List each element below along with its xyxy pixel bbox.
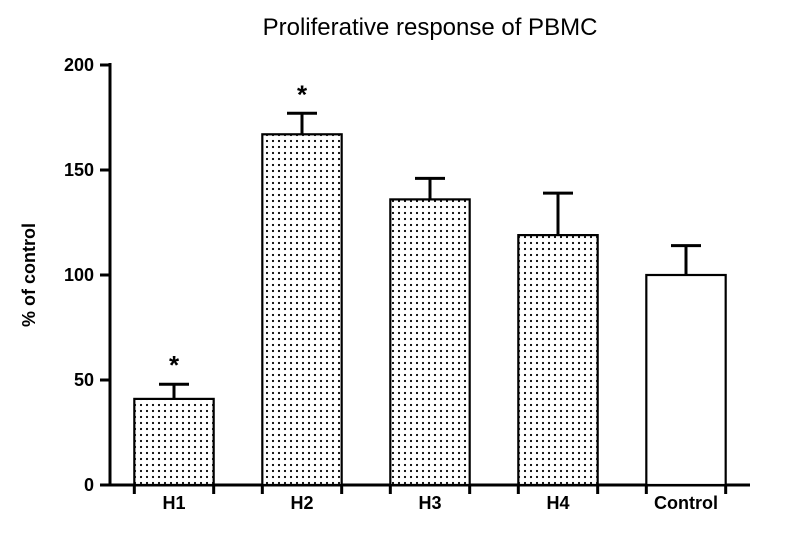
x-tick-label: H2 bbox=[290, 493, 313, 513]
bar-h3 bbox=[390, 199, 469, 485]
y-tick-label: 100 bbox=[64, 265, 94, 285]
x-tick-label: H3 bbox=[418, 493, 441, 513]
bar-h1 bbox=[134, 399, 213, 485]
y-tick-label: 0 bbox=[84, 475, 94, 495]
y-axis-label: % of control bbox=[19, 223, 39, 327]
bar-control bbox=[646, 275, 725, 485]
y-tick-label: 50 bbox=[74, 370, 94, 390]
x-tick-label: H4 bbox=[546, 493, 569, 513]
y-tick-label: 200 bbox=[64, 55, 94, 75]
bar-chart-svg: Proliferative response of PBMC % of contr… bbox=[0, 0, 800, 547]
chart-container: Proliferative response of PBMC % of contr… bbox=[0, 0, 800, 547]
x-tick-label: Control bbox=[654, 493, 718, 513]
bar-h2 bbox=[262, 134, 341, 485]
significance-marker: * bbox=[169, 350, 180, 380]
bar-h4 bbox=[518, 235, 597, 485]
significance-marker: * bbox=[297, 79, 308, 109]
x-tick-label: H1 bbox=[162, 493, 185, 513]
y-tick-label: 150 bbox=[64, 160, 94, 180]
chart-title: Proliferative response of PBMC bbox=[263, 14, 598, 41]
